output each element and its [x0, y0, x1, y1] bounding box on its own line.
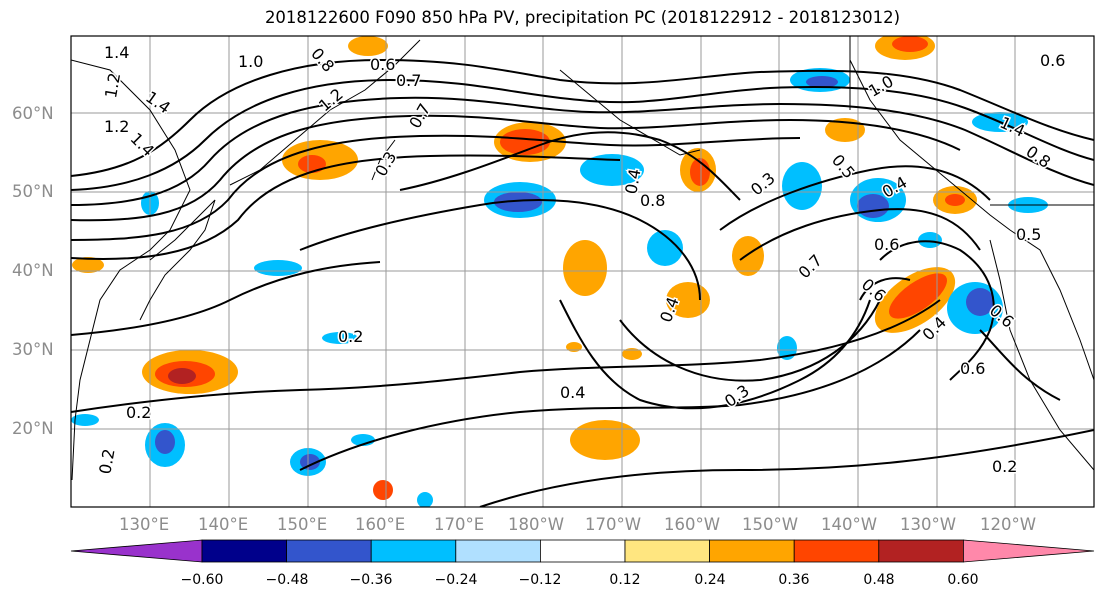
lon-label: 170°E — [434, 515, 485, 534]
pv-contours — [71, 58, 1094, 507]
contour-label: 0.7 — [396, 71, 421, 90]
contour-label: 0.5 — [1016, 225, 1041, 244]
colorbar-tick-label: −0.48 — [265, 572, 309, 588]
lat-label-40n: 40°N — [12, 261, 54, 280]
contour-label: 0.6 — [874, 235, 899, 254]
colorbar-tick-label: −0.24 — [434, 572, 478, 588]
contour-label: 1.2 — [104, 117, 129, 136]
colorbar-bin — [370, 539, 457, 563]
contour-label: 1.4 — [104, 43, 129, 62]
lon-label: 140°E — [198, 515, 249, 534]
colorbar-bin — [286, 539, 372, 563]
contour-label: 0.6 — [1040, 51, 1065, 70]
lat-label-30n: 30°N — [12, 340, 54, 359]
colorbar-tick-label: −0.36 — [349, 572, 393, 588]
contour-label: 0.6 — [370, 55, 395, 74]
contour-label: 0.2 — [126, 403, 151, 422]
graticule — [71, 36, 1094, 507]
colorbar — [70, 539, 1095, 563]
contour-label: 1.0 — [238, 52, 263, 71]
colorbar-tick-label: 0.48 — [863, 572, 895, 588]
lat-label-60n: 60°N — [12, 104, 54, 123]
contour-label: 0.4 — [560, 383, 585, 402]
colorbar-tick-label: 0.24 — [694, 572, 726, 588]
lon-label: 150°W — [742, 515, 799, 534]
colorbar-tick-label: −0.60 — [180, 572, 224, 588]
map-title: 2018122600 F090 850 hPa PV, precipitatio… — [264, 8, 901, 27]
lon-label: 160°E — [355, 515, 406, 534]
contour-label: 0.2 — [992, 457, 1017, 476]
lon-label: 150°E — [277, 515, 328, 534]
colorbar-tick-label: 0.12 — [609, 572, 641, 588]
lon-label: 160°W — [664, 515, 721, 534]
lon-label: 130°E — [119, 515, 170, 534]
contour-label: 0.8 — [640, 191, 665, 210]
lon-label: 140°W — [821, 515, 878, 534]
colorbar-bin — [201, 539, 287, 563]
lat-label-50n: 50°N — [12, 182, 54, 201]
colorbar-bin — [624, 539, 710, 563]
colorbar-tick-label: −0.12 — [518, 572, 562, 588]
lon-label: 130°W — [900, 515, 957, 534]
lon-label: 170°W — [585, 515, 642, 534]
colorbar-extend-low — [70, 539, 203, 563]
colorbar-tick-label: 0.36 — [778, 572, 810, 588]
lon-label: 120°W — [980, 515, 1037, 534]
colorbar-bin — [455, 539, 541, 563]
colorbar-bin — [878, 539, 964, 563]
colorbar-bin — [793, 539, 880, 563]
contour-label: 0.2 — [338, 327, 363, 346]
colorbar-tick-label: 0.60 — [947, 572, 979, 588]
colorbar-extend-high — [963, 539, 1095, 563]
lon-label: 180°W — [508, 515, 565, 534]
precipitation-shading — [71, 36, 1048, 507]
lat-label-20n: 20°N — [12, 419, 54, 438]
colorbar-bin — [540, 539, 626, 563]
colorbar-bin — [709, 539, 795, 563]
contour-label: 0.6 — [960, 359, 985, 378]
